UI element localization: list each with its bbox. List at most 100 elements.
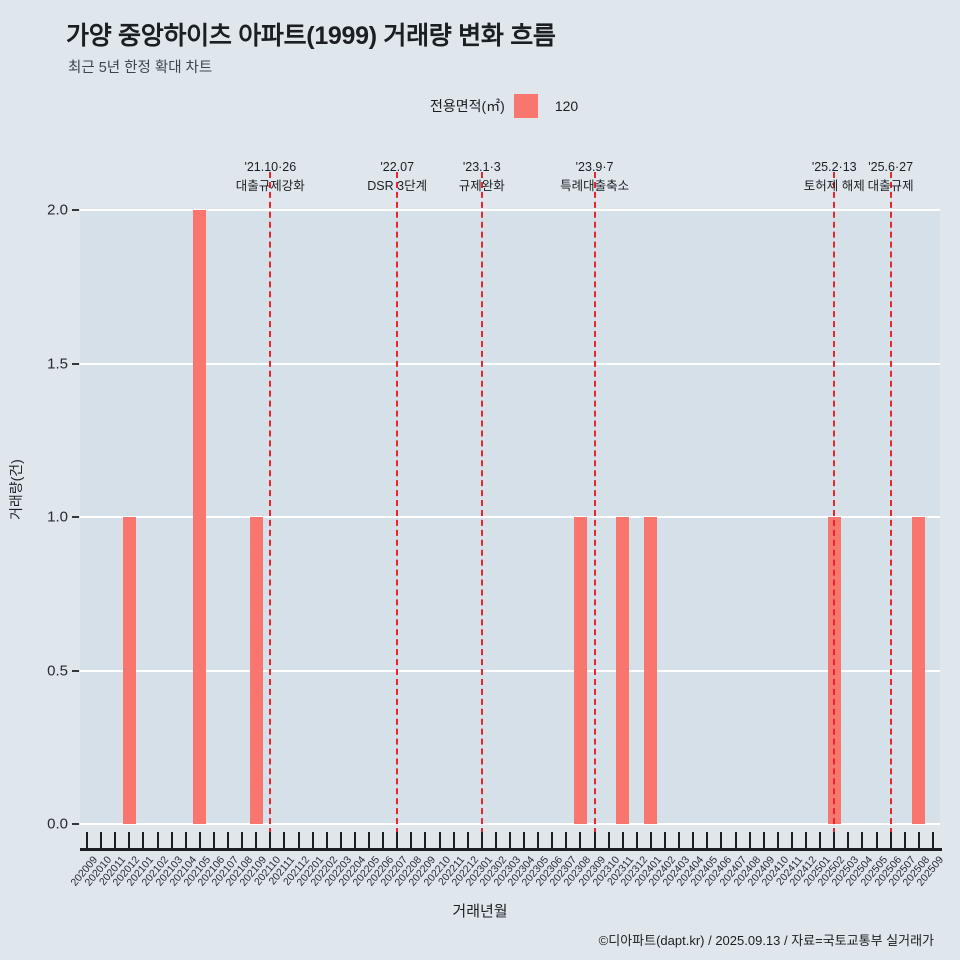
gridline	[80, 209, 940, 211]
y-tick-label: 1.5	[47, 355, 68, 372]
x-tick-mark	[748, 832, 751, 848]
y-tick-mark	[72, 516, 79, 518]
event-vline-202309	[593, 172, 596, 844]
event-label: 규제완화	[458, 179, 505, 194]
x-tick-mark	[269, 832, 272, 848]
x-tick-mark	[156, 832, 159, 848]
x-tick-mark	[523, 832, 526, 848]
x-tick-mark	[509, 832, 511, 848]
x-tick-mark	[396, 832, 399, 848]
x-tick-mark	[382, 832, 385, 848]
y-tick-mark	[72, 669, 79, 672]
x-tick-mark	[311, 832, 314, 848]
x-tick-mark	[353, 832, 356, 848]
x-tick-mark	[593, 832, 596, 848]
x-tick-mark	[762, 832, 765, 848]
x-tick-mark	[537, 832, 540, 848]
event-label: 토허제 해제	[803, 179, 865, 194]
x-tick-mark	[241, 832, 244, 848]
x-tick-mark	[805, 832, 808, 848]
y-tick-mark	[72, 823, 79, 825]
bar-202401	[644, 517, 658, 824]
x-tick-mark	[579, 832, 582, 848]
event-date: '22.07	[380, 160, 415, 174]
event-vline-202506	[889, 172, 892, 844]
legend-swatch-120	[513, 94, 538, 118]
bar-202012	[122, 517, 136, 824]
event-annotation-202207: '22.07 DSR 3단계	[337, 158, 457, 197]
x-tick-mark	[297, 832, 300, 848]
event-date: '23.9·7	[575, 160, 614, 174]
x-tick-mark	[114, 832, 117, 848]
x-tick-mark	[861, 832, 864, 848]
x-tick-mark	[170, 832, 173, 848]
chart-title: 가양 중앙하이츠 아파트(1999) 거래량 변화 흐름	[66, 22, 556, 50]
x-tick-mark	[452, 832, 455, 848]
x-tick-mark	[692, 832, 695, 848]
x-tick-mark	[847, 832, 850, 848]
x-tick-mark	[790, 832, 793, 848]
event-date: '25.2·13	[811, 160, 857, 174]
event-label: 대출규제강화	[235, 179, 305, 194]
bar-202311	[616, 517, 630, 824]
bar-202308	[573, 517, 587, 824]
x-tick-mark	[551, 832, 554, 848]
x-tick-mark	[931, 832, 934, 848]
x-tick-mark	[466, 832, 469, 848]
x-tick-mark	[776, 832, 779, 848]
x-axis-line	[80, 848, 942, 851]
x-tick-mark	[917, 832, 920, 848]
x-tick-mark	[621, 832, 624, 848]
event-vline-202502	[833, 172, 836, 844]
event-date: '23.1·3	[462, 160, 501, 174]
x-tick-mark	[664, 832, 667, 848]
event-vline-202301	[480, 172, 483, 844]
x-tick-mark	[819, 832, 822, 848]
gridline	[80, 516, 940, 518]
x-tick-mark	[678, 832, 681, 848]
event-annotation-202506: '25.6·27 대출규제	[831, 158, 951, 197]
event-date: '21.10·26	[244, 160, 297, 174]
event-annotation-202502: '25.2·13 토허제 해제	[774, 158, 894, 197]
x-tick-mark	[227, 832, 230, 848]
x-tick-mark	[368, 832, 371, 848]
x-tick-mark	[889, 832, 892, 848]
event-vline-202110	[269, 172, 272, 844]
bar-202105	[193, 210, 207, 824]
x-tick-mark	[184, 832, 187, 848]
x-tick-mark	[283, 832, 286, 848]
x-tick-mark	[198, 832, 201, 848]
x-tick-mark	[255, 832, 258, 848]
x-axis-title: 거래년월	[452, 903, 508, 920]
y-tick-mark	[72, 209, 79, 211]
y-tick-mark	[72, 362, 79, 365]
event-label: DSR 3단계	[367, 179, 428, 194]
x-tick-mark	[212, 832, 215, 848]
plot-area	[80, 172, 940, 844]
y-tick-label: 1.0	[47, 508, 68, 526]
x-tick-mark	[903, 832, 906, 848]
legend-title: 전용면적(㎡)	[430, 98, 505, 114]
x-tick-mark	[494, 832, 497, 848]
y-tick-label: 0.0	[47, 815, 68, 833]
x-tick-mark	[734, 832, 737, 848]
chart-subtitle: 최근 5년 한정 확대 차트	[68, 60, 213, 76]
bar-202109	[249, 517, 263, 824]
x-tick-mark	[100, 832, 103, 848]
x-tick-mark	[424, 832, 427, 848]
gridline	[80, 823, 940, 825]
x-tick-mark	[706, 832, 709, 848]
x-tick-mark	[128, 832, 131, 848]
event-label: 특례대출축소	[560, 179, 630, 194]
legend: 전용면적(㎡) 120	[430, 94, 578, 118]
x-tick-mark	[339, 832, 342, 848]
x-tick-mark	[142, 832, 145, 848]
event-annotation-202309: '23.9·7 특례대출축소	[535, 158, 655, 197]
x-tick-mark	[480, 832, 483, 848]
event-date: '25.6·27	[868, 160, 914, 174]
x-tick-mark	[438, 832, 441, 848]
x-tick-mark	[607, 832, 610, 848]
event-annotation-202110: '21.10·26 대출규제강화	[210, 158, 330, 197]
footer-credit: ©디아파트(dapt.kr) / 2025.09.13 / 자료=국토교통부 실…	[598, 933, 934, 948]
